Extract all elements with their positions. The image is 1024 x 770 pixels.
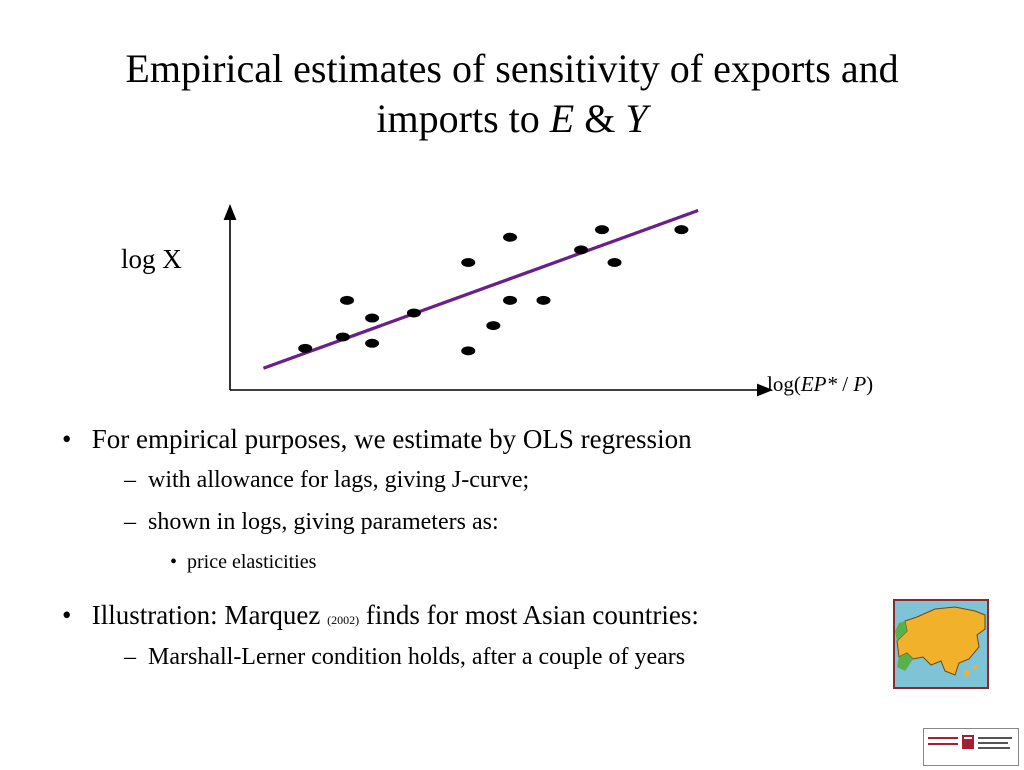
harvard-kennedy-school-logo xyxy=(923,728,1019,766)
title-var-y: Y xyxy=(625,96,648,141)
data-point-16 xyxy=(674,225,689,235)
bullet-2-sub-1-text: Marshall-Lerner condition holds, after a… xyxy=(148,644,686,670)
y-axis-label: log X xyxy=(121,244,182,274)
title-line-1: Empirical estimates of sensitivity of ex… xyxy=(125,46,899,91)
data-point-11 xyxy=(503,295,518,305)
data-point-1 xyxy=(298,343,313,353)
title-line-2-prefix: imports to xyxy=(376,96,550,141)
x-axis-label: log(EP* / P) xyxy=(767,372,874,396)
data-point-8 xyxy=(461,257,476,267)
bullet-1-sub-1: – with allowance for lags, giving J-curv… xyxy=(124,467,530,493)
data-point-5 xyxy=(365,338,380,348)
data-point-7 xyxy=(461,346,476,356)
scatter-chart xyxy=(223,204,773,397)
bullet-1: • For empirical purposes, we estimate by… xyxy=(62,424,692,454)
data-point-15 xyxy=(607,257,622,267)
title-var-e: E xyxy=(549,96,575,141)
data-point-4 xyxy=(365,313,380,323)
bullet-1-text: For empirical purposes, we estimate by O… xyxy=(91,424,692,454)
bullet-2-prefix: Illustration: Marquez xyxy=(91,600,328,630)
regression-line xyxy=(262,208,699,370)
bullet-2-sub-1: – Marshall-Lerner condition holds, after… xyxy=(124,644,686,670)
title-amp: & xyxy=(574,96,626,141)
bullet-1-sub-1-text: with allowance for lags, giving J-curve; xyxy=(148,467,530,493)
slide-title: Empirical estimates of sensitivity of ex… xyxy=(0,44,1024,144)
bullet-1-sub-2-item-text: price elasticities xyxy=(187,551,317,573)
bullet-1-sub-2-text: shown in logs, giving parameters as: xyxy=(148,509,499,535)
asia-map-icon xyxy=(893,599,989,689)
data-point-13 xyxy=(574,245,589,255)
data-point-3 xyxy=(335,332,350,342)
data-point-14 xyxy=(594,225,609,235)
bullet-2: • Illustration: Marquez (2002) finds for… xyxy=(62,600,699,630)
data-point-12 xyxy=(536,295,551,305)
data-point-9 xyxy=(486,321,501,331)
bullet-2-year: (2002) xyxy=(327,613,360,627)
data-point-6 xyxy=(406,308,421,318)
bullet-1-sub-2: – shown in logs, giving parameters as: xyxy=(124,509,499,535)
data-point-2 xyxy=(340,295,355,305)
bullet-1-sub-2-item: • price elasticities xyxy=(170,551,317,573)
bullet-2-suffix: finds for most Asian countries: xyxy=(359,600,699,630)
data-point-10 xyxy=(503,232,518,242)
